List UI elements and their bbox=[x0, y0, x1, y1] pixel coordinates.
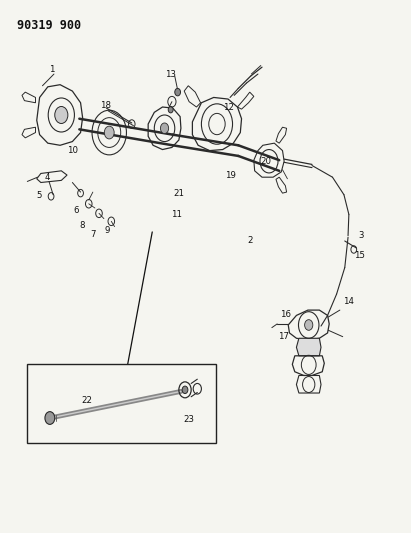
Text: 16: 16 bbox=[280, 310, 291, 319]
Text: 2: 2 bbox=[248, 237, 253, 246]
Text: 8: 8 bbox=[80, 221, 85, 230]
Text: 5: 5 bbox=[37, 191, 42, 200]
Text: 22: 22 bbox=[81, 396, 92, 405]
Text: 20: 20 bbox=[261, 157, 272, 166]
Circle shape bbox=[305, 320, 313, 330]
Circle shape bbox=[160, 123, 169, 134]
Circle shape bbox=[55, 107, 68, 124]
Text: 17: 17 bbox=[278, 332, 289, 341]
Text: 4: 4 bbox=[45, 173, 51, 182]
Circle shape bbox=[168, 107, 173, 113]
Text: 14: 14 bbox=[342, 296, 353, 305]
Text: 12: 12 bbox=[222, 102, 233, 111]
Circle shape bbox=[182, 386, 188, 393]
Bar bbox=[27, 365, 216, 443]
Circle shape bbox=[175, 88, 180, 96]
Circle shape bbox=[104, 126, 114, 139]
Text: 1: 1 bbox=[49, 66, 55, 74]
Text: 90319 900: 90319 900 bbox=[17, 19, 81, 33]
Text: 3: 3 bbox=[358, 231, 364, 240]
Text: 6: 6 bbox=[74, 206, 79, 215]
Text: 10: 10 bbox=[67, 146, 78, 155]
Text: 21: 21 bbox=[173, 189, 185, 198]
Text: 23: 23 bbox=[184, 415, 195, 424]
Circle shape bbox=[45, 411, 55, 424]
Polygon shape bbox=[296, 338, 321, 356]
Text: 13: 13 bbox=[165, 70, 176, 78]
Text: 11: 11 bbox=[171, 210, 182, 219]
Text: 19: 19 bbox=[226, 171, 236, 180]
Text: 9: 9 bbox=[104, 227, 110, 236]
Text: 18: 18 bbox=[99, 101, 111, 110]
Text: 7: 7 bbox=[90, 230, 96, 239]
Text: 15: 15 bbox=[353, 252, 365, 260]
